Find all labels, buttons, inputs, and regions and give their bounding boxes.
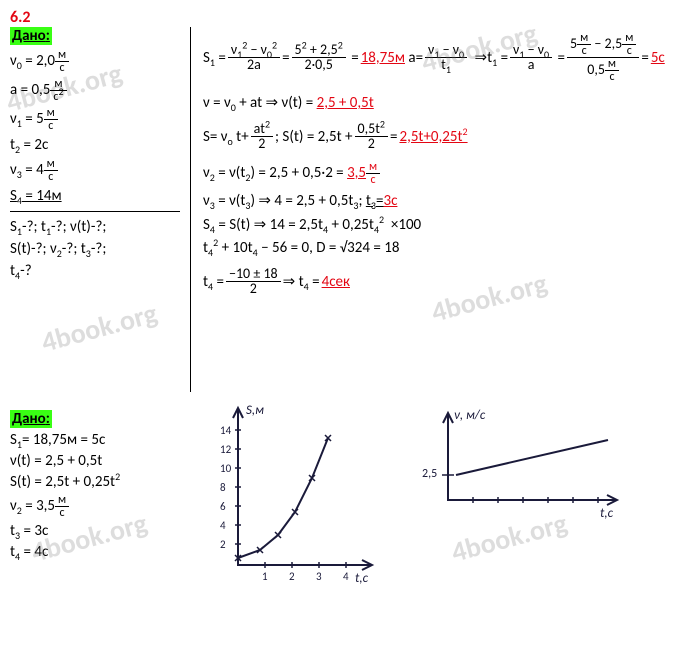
- svg-text:2: 2: [220, 538, 226, 551]
- solution-line: ν3 = ν(t3) ⇒ 4 = 2,5 + 0,5t3; t3=3c: [203, 191, 685, 210]
- answer: 3,5мс: [347, 164, 380, 182]
- solution-column: S1 = ν12 − ν022a =52 + 2,522·0,5 = 18,75…: [191, 27, 685, 392]
- answer: 3c: [383, 192, 397, 210]
- solution-line: S1 = ν12 − ν022a =52 + 2,522·0,5 = 18,75…: [203, 43, 405, 72]
- solution-line: t4 = −10 ± 182 ⇒ t4 = 4сек: [203, 267, 350, 296]
- answer: 2,5t+0,25t2: [399, 128, 467, 146]
- given-line: ν1 = 5мс: [10, 107, 180, 132]
- given-column: Дано: ν0 = 2,0мс a = 0,5мс2 ν1 = 5мс t2 …: [10, 27, 190, 392]
- svg-text:12: 12: [220, 443, 232, 456]
- svg-text:3: 3: [316, 570, 322, 583]
- svg-text:8: 8: [220, 481, 226, 494]
- svg-text:4: 4: [343, 570, 349, 583]
- svg-text:14: 14: [220, 424, 232, 437]
- given-line: ν3 = 4мс: [10, 158, 180, 183]
- problem-number: 6.2: [10, 8, 685, 27]
- solution-line: ν2 = ν(t2) = 2,5 + 0,5·2 = 3,5мс: [203, 161, 685, 186]
- svg-text:2,5: 2,5: [422, 467, 437, 481]
- svg-text:t,с: t,с: [355, 571, 369, 586]
- answer-line: ν(t) = 2,5 + 0,5t: [10, 452, 210, 470]
- answers-column: Дано: S1= 18,75м = 5c ν(t) = 2,5 + 0,5t …: [10, 410, 210, 564]
- solution-line: t42 + 10t4 − 56 = 0, D = √324 = 18: [203, 239, 685, 257]
- horizontal-separator: [10, 211, 180, 212]
- v-t-graph: ν, м/с t,с 2,5: [420, 405, 640, 555]
- find-line: S1-?; t1-?; ν(t)-?;: [10, 218, 180, 236]
- solution-line: S= νo t+ at22 ; S(t) = 2,5t + 0,5t22 =2,…: [203, 122, 468, 151]
- top-section: Дано: ν0 = 2,0мс a = 0,5мс2 ν1 = 5мс t2 …: [10, 27, 685, 392]
- find-line: S(t)-?; ν2-?; t3-?;: [10, 240, 180, 258]
- given-line: a = 0,5мс2: [10, 78, 180, 103]
- answer: 5c: [651, 49, 665, 67]
- given-line: t2 = 2c: [10, 136, 180, 154]
- answer-line: t4 = 4c: [10, 543, 210, 561]
- svg-text:6: 6: [220, 500, 226, 513]
- bottom-section: Дано: S1= 18,75м = 5c ν(t) = 2,5 + 0,5t …: [10, 410, 685, 564]
- solution-line: ν = ν0 + at ⇒ ν(t) = 2,5 + 0,5t: [203, 93, 685, 112]
- solution-line: S4 = S(t) ⇒ 14 = 2,5t4 + 0,25t42 ×100: [203, 215, 685, 234]
- answer-line: t3 = 3c: [10, 522, 210, 540]
- answer-line: S(t) = 2,5t + 0,25t2: [10, 473, 210, 491]
- answer-line: ν2 = 3,5мс: [10, 494, 210, 519]
- s-t-graph: S,мt,с14121086421234: [220, 400, 420, 590]
- solution-line: a= ν1 − ν0t1 ⇒t1 = ν1 − ν0a =5мс − 2,5мс…: [408, 32, 664, 83]
- dano-header: Дано:: [10, 410, 52, 428]
- svg-text:2: 2: [289, 570, 295, 583]
- svg-text:1: 1: [262, 570, 268, 583]
- svg-text:ν, м/с: ν, м/с: [454, 408, 486, 423]
- find-line: t4-?: [10, 262, 180, 280]
- given-line: S4 = 14м: [10, 187, 180, 205]
- svg-text:S,м: S,м: [246, 403, 264, 418]
- svg-text:4: 4: [220, 519, 226, 532]
- answer-line: S1= 18,75м = 5c: [10, 431, 210, 449]
- answer: 4сек: [322, 273, 350, 291]
- svg-text:t,с: t,с: [600, 506, 614, 521]
- answer: 2,5 + 0,5t: [317, 94, 374, 112]
- dano-header: Дано:: [10, 27, 52, 45]
- given-line: ν0 = 2,0мс: [10, 49, 180, 74]
- graph-area: S,мt,с14121086421234 ν, м/сt,с2,5: [210, 410, 685, 564]
- svg-text:10: 10: [220, 462, 232, 475]
- answer: 18,75м: [361, 49, 405, 67]
